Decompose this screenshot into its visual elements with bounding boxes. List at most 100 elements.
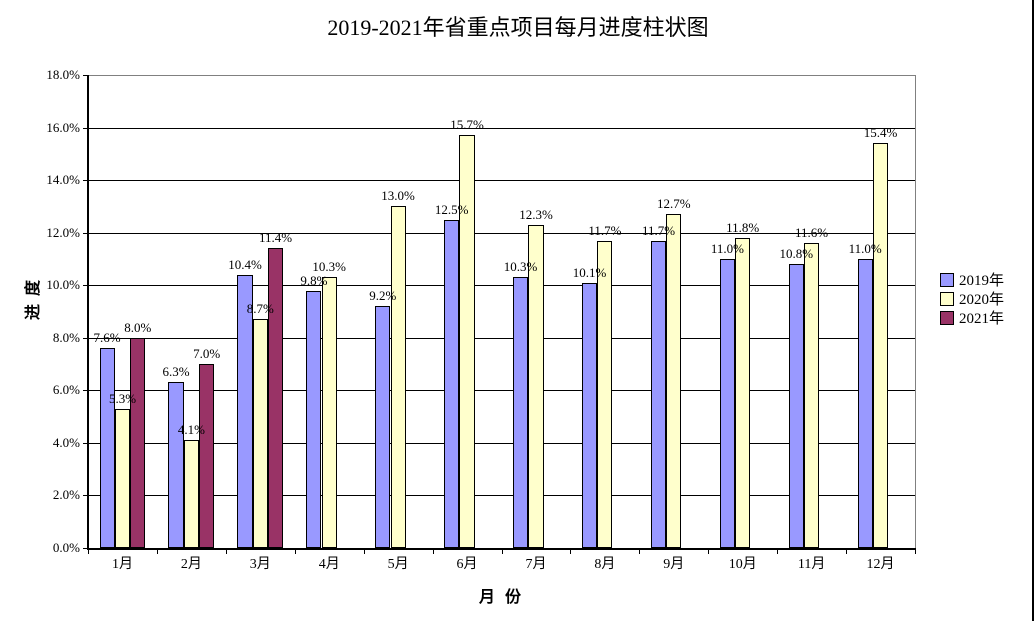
legend-swatch-icon <box>940 272 954 287</box>
bar-label: 7.6% <box>93 330 121 346</box>
y-tick-label: 4.0% <box>52 434 80 450</box>
bar-label: 12.3% <box>519 206 553 222</box>
bar-2020年 <box>872 143 889 548</box>
y-tick-label: 18.0% <box>46 67 80 82</box>
y-tick-label: 14.0% <box>46 172 80 188</box>
y-tick-label: 2.0% <box>52 487 80 503</box>
gridline <box>88 285 915 287</box>
x-tick <box>88 550 89 554</box>
bar-2019年 <box>375 306 391 548</box>
bar-2021年 <box>130 337 146 548</box>
bar-2020年 <box>252 319 268 548</box>
gridline <box>88 390 915 392</box>
gridline <box>88 337 915 339</box>
legend-item: 2020年 <box>940 289 1036 308</box>
x-tick <box>294 550 296 554</box>
bar-label: 8.7% <box>246 301 274 317</box>
bar-label: 4.1% <box>177 422 205 438</box>
bar-label: 5.3% <box>108 390 137 406</box>
bar-2019年 <box>168 382 184 548</box>
bar-label: 12.7% <box>657 196 691 212</box>
bar-2019年 <box>513 277 529 548</box>
bar-2019年 <box>237 274 253 548</box>
y-axis-title: 进 度 <box>25 278 42 321</box>
x-tick <box>708 550 710 554</box>
x-category-label: 11月 <box>797 557 826 572</box>
legend: 2019年 2020年 2021年 <box>940 270 1036 327</box>
bar-label: 10.3% <box>312 259 346 275</box>
x-category-label: 7月 <box>525 557 547 572</box>
y-tick <box>83 75 88 76</box>
gridline <box>88 232 915 234</box>
bar-2020年 <box>735 237 751 548</box>
bar-label: 11.0% <box>848 240 882 256</box>
x-tick <box>432 550 434 554</box>
gridline <box>88 180 915 182</box>
y-tick <box>83 442 88 444</box>
bar-label: 12.5% <box>434 201 469 217</box>
legend-label: 2020年 <box>959 292 1005 308</box>
y-tick-label: 12.0% <box>46 224 80 240</box>
legend-swatch-icon <box>940 291 954 306</box>
bar-label: 11.7% <box>641 222 676 238</box>
x-tick <box>570 550 572 554</box>
bar-label: 8.0% <box>124 319 152 335</box>
x-tick <box>156 550 158 554</box>
y-tick-label: 8.0% <box>52 329 80 345</box>
bar-2019年 <box>99 348 115 548</box>
x-category-label: 3月 <box>249 557 271 572</box>
y-tick <box>83 495 88 497</box>
plot-frame-right <box>915 75 916 548</box>
plot-frame-top <box>88 75 916 76</box>
y-tick <box>83 232 88 234</box>
bar-label: 7.0% <box>193 346 221 362</box>
bar-2020年 <box>321 277 337 548</box>
x-category-label: 5月 <box>387 557 409 572</box>
bar-label: 10.1% <box>572 264 607 280</box>
bar-label: 11.8% <box>726 219 760 235</box>
bar-2020年 <box>183 440 199 548</box>
y-tick <box>83 337 88 339</box>
bar-2020年 <box>459 135 475 548</box>
y-tick-label: 0.0% <box>52 540 80 555</box>
legend-item: 2021年 <box>940 308 1036 327</box>
bar-label: 10.8% <box>779 246 814 262</box>
right-border-line <box>1032 0 1034 621</box>
y-tick-label: 10.0% <box>46 277 80 293</box>
bar-2020年 <box>390 206 406 548</box>
gridline <box>88 495 915 497</box>
y-tick <box>83 390 88 392</box>
y-tick <box>83 548 88 549</box>
y-axis-line <box>87 75 89 550</box>
legend-label: 2019年 <box>959 273 1005 289</box>
y-tick <box>83 285 88 287</box>
bar-2020年 <box>528 224 544 548</box>
bar-label: 11.6% <box>795 225 829 241</box>
x-category-label: 1月 <box>112 557 133 572</box>
bar-label: 13.0% <box>381 188 415 204</box>
y-tick <box>83 127 88 129</box>
bar-label: 9.8% <box>300 272 328 288</box>
x-category-label: 4月 <box>318 557 340 572</box>
x-tick <box>915 550 916 554</box>
x-category-label: 8月 <box>594 557 616 572</box>
bar-2021年 <box>267 248 284 548</box>
bar-2019年 <box>788 264 804 548</box>
x-tick <box>363 550 365 554</box>
bar-2019年 <box>306 290 322 548</box>
bar-label: 6.3% <box>162 364 190 380</box>
x-category-label: 9月 <box>663 557 685 572</box>
legend-swatch-icon <box>940 310 954 325</box>
y-tick-label: 16.0% <box>46 119 80 135</box>
gridline <box>88 127 915 129</box>
x-category-label: 6月 <box>456 557 478 572</box>
bar-label: 15.4% <box>863 125 898 141</box>
x-axis-title: 月 份 <box>478 589 521 606</box>
x-category-label: 12月 <box>866 557 895 572</box>
x-tick <box>777 550 779 554</box>
y-tick-label: 6.0% <box>52 382 80 398</box>
bar-label: 11.0% <box>710 240 744 256</box>
bar-2020年 <box>666 214 682 548</box>
bar-2020年 <box>804 243 820 548</box>
